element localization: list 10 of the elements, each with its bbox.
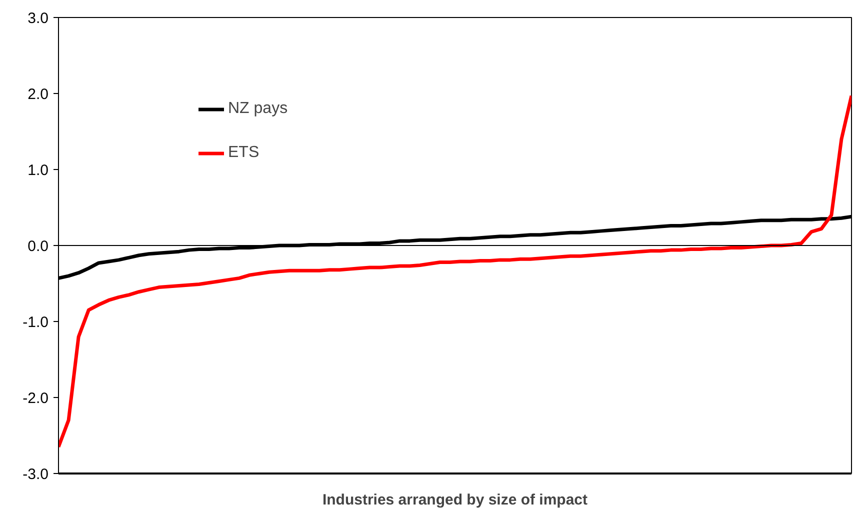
y-tick-label: -1.0 xyxy=(22,314,49,331)
y-tick-label: 2.0 xyxy=(28,86,49,103)
y-tick-label: 3.0 xyxy=(28,10,49,27)
legend-label: NZ pays xyxy=(228,100,288,118)
legend-label: ETS xyxy=(228,144,260,162)
y-tick-label: 1.0 xyxy=(28,162,49,179)
y-tick-label: -2.0 xyxy=(22,390,49,407)
y-tick-label: -3.0 xyxy=(22,466,49,483)
y-tick-label: 0.0 xyxy=(28,238,49,255)
x-axis-title: Industries arranged by size of impact xyxy=(322,492,588,508)
